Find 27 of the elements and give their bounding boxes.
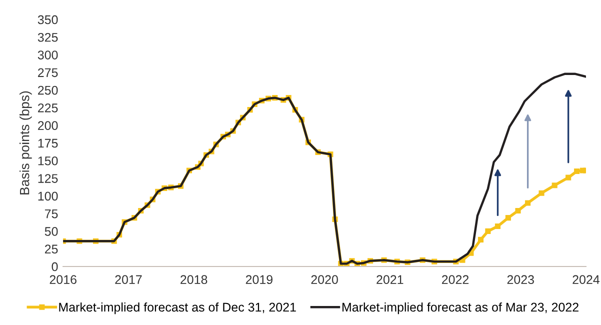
y-tick-label: 125: [38, 174, 58, 183]
y-tick-label: 250: [38, 86, 58, 95]
legend-label: Market-implied forecast as of Dec 31, 2021: [59, 302, 296, 314]
x-tick-label: 2020: [311, 275, 338, 284]
x-tick-label: 2019: [246, 275, 272, 284]
y-axis-title: Basis points (bps): [20, 91, 32, 194]
y-tick-label: 275: [38, 68, 58, 78]
y-tick-label: 50: [44, 227, 58, 236]
y-tick-label: 75: [44, 210, 58, 218]
x-tick-label: 2017: [115, 275, 142, 284]
x-tick-label: 2024: [572, 275, 600, 284]
x-tick-label: 2021: [376, 275, 404, 284]
x-tick-label: 2018: [180, 275, 208, 284]
x-tick-label: 2023: [507, 275, 534, 284]
x-tick-label: 2016: [50, 275, 76, 284]
y-tick-label: 150: [38, 156, 58, 166]
y-tick-label: 225: [38, 104, 58, 112]
y-tick-label: 350: [38, 15, 58, 24]
x-tick-label: 2022: [442, 275, 469, 284]
y-tick-label: 175: [38, 138, 58, 148]
y-tick-label: 25: [44, 244, 58, 254]
y-tick-label: 0: [52, 262, 58, 272]
y-tick-label: 325: [38, 32, 58, 42]
y-tick-label: 100: [38, 192, 58, 201]
y-tick-label: 300: [38, 50, 58, 60]
y-tick-label: 200: [38, 121, 58, 130]
legend-label: Market-implied forecast as of Mar 23, 2022: [342, 302, 578, 314]
